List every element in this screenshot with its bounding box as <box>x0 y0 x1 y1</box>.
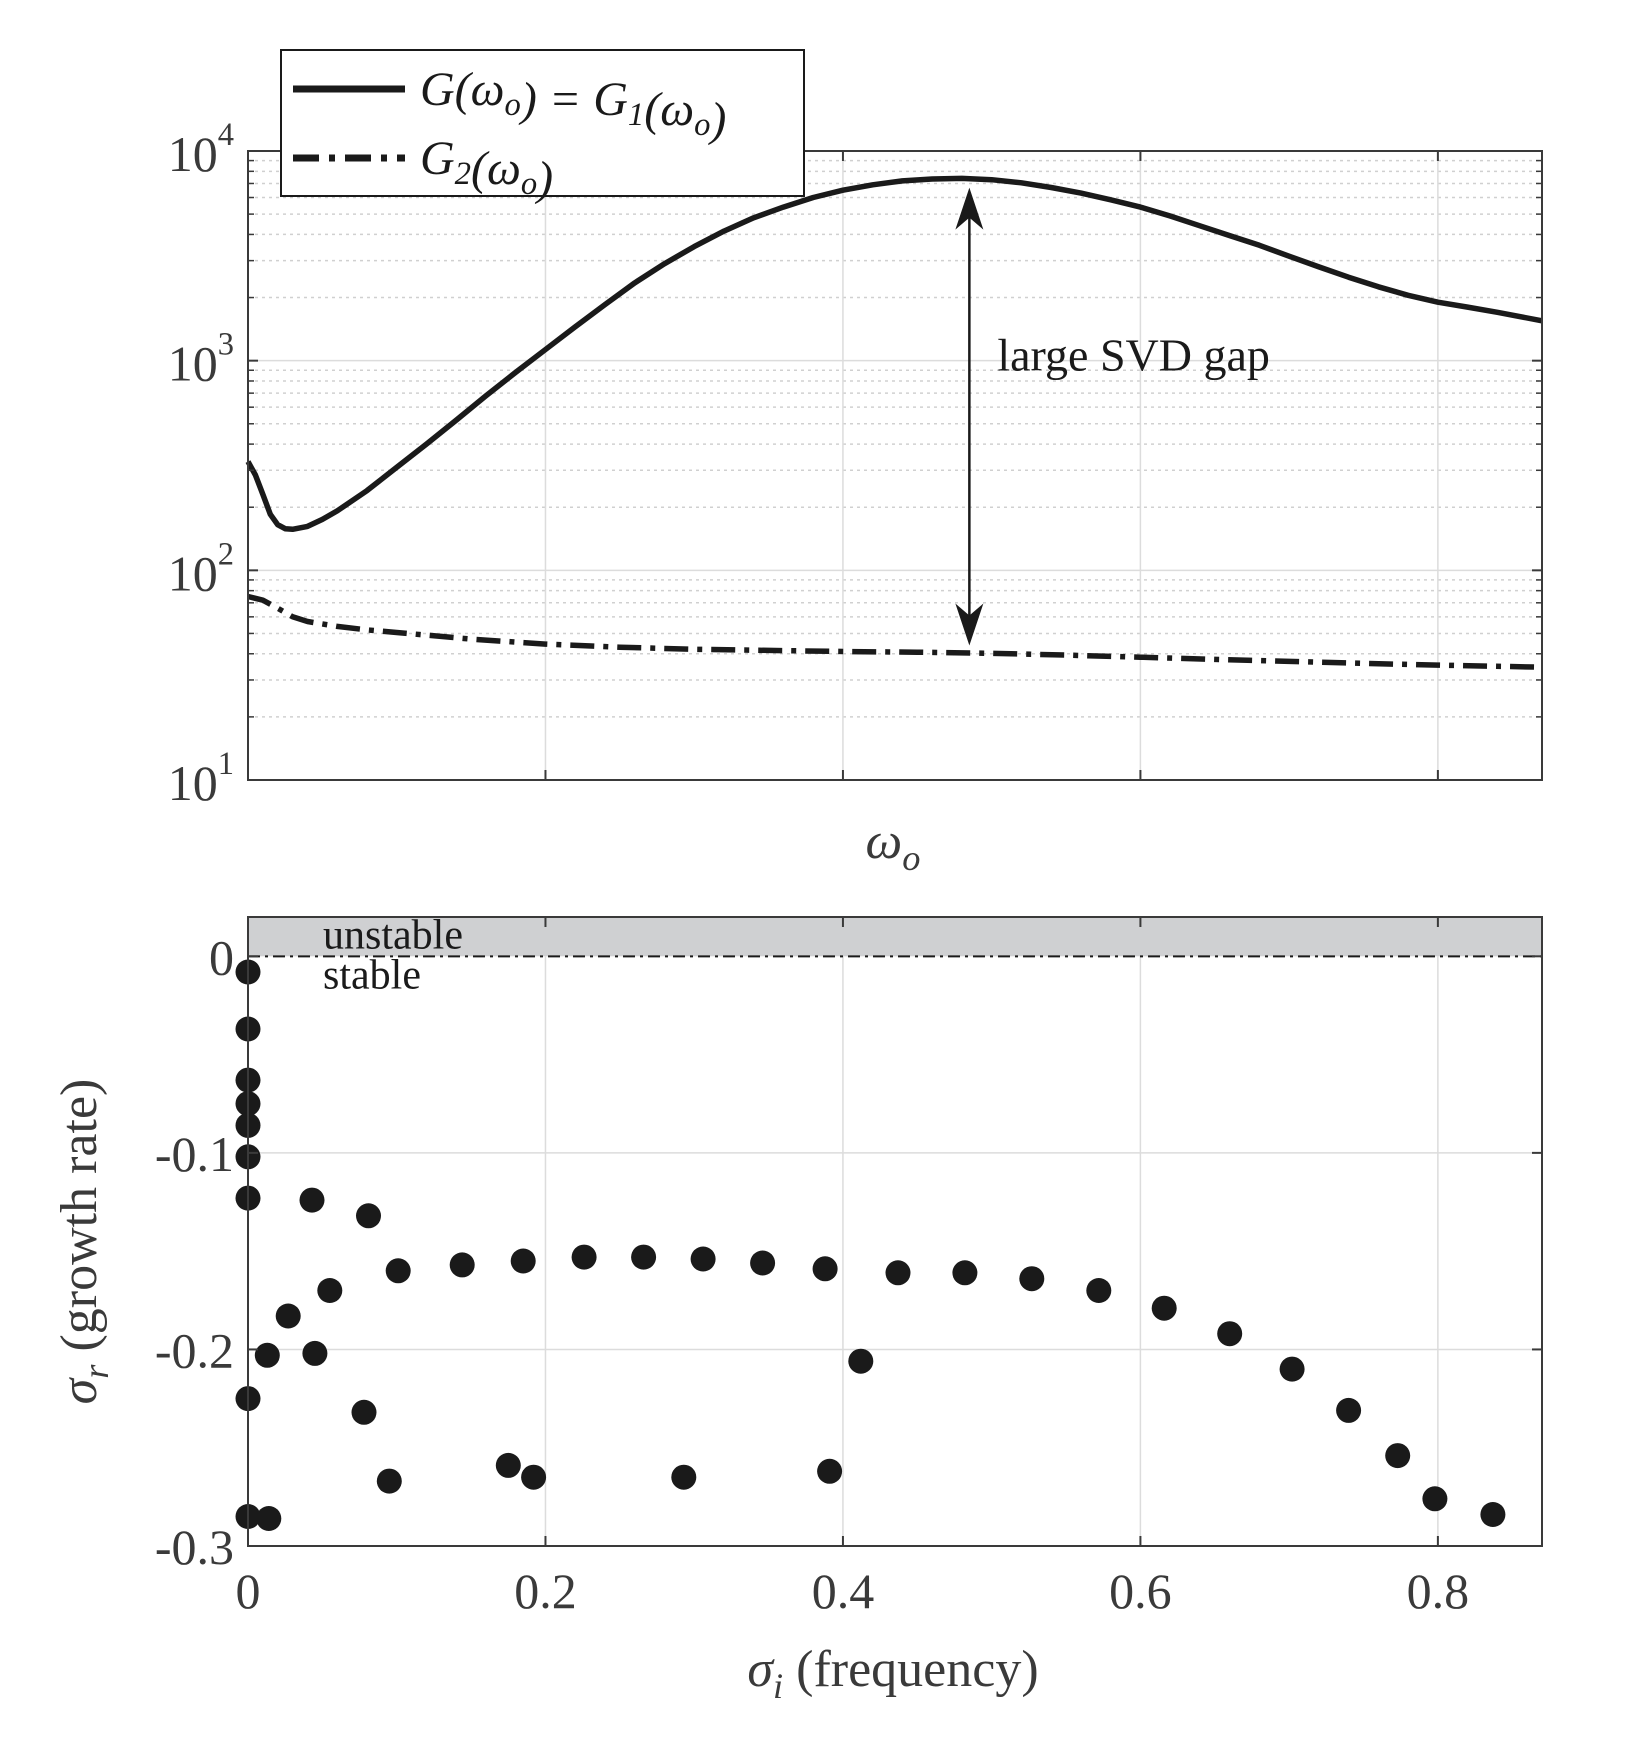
eigenvalue-point <box>376 1468 402 1494</box>
eigenvalue-point <box>351 1399 377 1425</box>
top-x-axis-label: ωo <box>866 813 921 878</box>
eigenvalue-point <box>848 1348 874 1374</box>
bottom-grid <box>247 956 1542 1547</box>
y-tick-label: -0.1 <box>155 1126 234 1182</box>
unstable-region <box>248 917 1542 957</box>
x-tick-label: 0.8 <box>1407 1563 1470 1619</box>
eigenvalue-point <box>690 1246 716 1272</box>
eigenvalue-point <box>817 1458 843 1484</box>
eigenvalue-point <box>302 1340 328 1366</box>
y-tick-label: 103 <box>168 327 234 392</box>
eigenvalue-point <box>812 1256 838 1282</box>
eigenvalue-point <box>254 1342 280 1368</box>
bottom-plot: unstable stable 0 0.2 0.4 0.6 0.8 0 -0.1 -0.2 -… <box>51 912 1543 1706</box>
eigenvalue-point <box>1086 1278 1112 1303</box>
bottom-x-tick-labels: 0 0.2 0.4 0.6 0.8 <box>236 1563 1470 1619</box>
bottom-y-tick-labels: 0 -0.1 -0.2 -0.3 <box>155 929 234 1575</box>
eigenvalue-point <box>1422 1486 1448 1512</box>
x-tick-label: 0.2 <box>514 1563 577 1619</box>
top-y-tick-labels: 101 102 103 104 <box>168 117 234 811</box>
y-tick-label: -0.2 <box>155 1322 234 1378</box>
eigenvalue-points <box>235 959 1506 1531</box>
eigenvalue-point <box>275 1303 301 1329</box>
eigenvalue-point <box>385 1258 411 1284</box>
eigenvalue-point <box>631 1244 657 1270</box>
top-ticks <box>247 150 1542 781</box>
eigenvalue-point <box>952 1260 978 1286</box>
bottom-ticks <box>247 917 1542 1547</box>
eigenvalue-point <box>1336 1397 1362 1423</box>
y-tick-label: 101 <box>168 746 234 811</box>
top-grid <box>247 150 1542 781</box>
eigenvalue-point <box>1480 1502 1506 1527</box>
eigenvalue-point <box>495 1452 521 1478</box>
unstable-label: unstable <box>323 912 463 958</box>
series-line-g1 <box>245 175 1543 533</box>
eigenvalue-point <box>521 1464 547 1490</box>
y-tick-label: 104 <box>168 117 234 182</box>
eigenvalue-point <box>1019 1266 1045 1292</box>
gap-arrow-head-down <box>955 603 984 646</box>
gap-arrow-head-up <box>955 187 984 230</box>
eigenvalue-point <box>571 1244 597 1270</box>
stable-label: stable <box>323 952 421 998</box>
top-series <box>245 175 1543 670</box>
x-tick-label: 0 <box>236 1563 261 1619</box>
bottom-x-axis-label: σi (frequency) <box>747 1641 1038 1706</box>
gap-annotation-label: large SVD gap <box>997 330 1270 381</box>
y-tick-label: -0.3 <box>155 1519 234 1575</box>
eigenvalue-point <box>750 1250 776 1276</box>
eigenvalue-point <box>299 1187 325 1213</box>
top-plot: large SVD gap 101 102 103 104 ωo G(ωo) = G1… <box>168 49 1543 878</box>
legend-label-g1: G(ωo) = G1(ωo) <box>420 63 726 146</box>
eigenvalue-point <box>1279 1356 1305 1382</box>
eigenvalue-point <box>356 1203 381 1229</box>
x-tick-label: 0.6 <box>1109 1563 1172 1619</box>
legend-label-g2: G2(ωo) <box>420 132 553 205</box>
eigenvalue-point <box>256 1506 282 1531</box>
y-tick-label: 0 <box>209 929 234 985</box>
eigenvalue-point <box>510 1248 536 1274</box>
x-tick-label: 0.4 <box>812 1563 875 1619</box>
series-line-g2 <box>247 593 1543 670</box>
eigenvalue-point <box>885 1260 911 1286</box>
bottom-plot-frame <box>247 916 1543 1547</box>
eigenvalue-point <box>1217 1321 1243 1347</box>
top-annotation: large SVD gap <box>955 187 1270 646</box>
legend: G(ωo) = G1(ωo) G2(ωo) <box>280 49 805 205</box>
eigenvalue-point <box>1151 1295 1177 1321</box>
eigenvalue-point <box>449 1252 475 1278</box>
y-tick-label: 102 <box>168 536 234 601</box>
bottom-y-axis-label: σr (growth rate) <box>51 1079 116 1405</box>
eigenvalue-point <box>1385 1443 1411 1469</box>
eigenvalue-point <box>671 1464 697 1490</box>
top-plot-frame <box>247 150 1543 781</box>
legend-box <box>280 49 805 197</box>
eigenvalue-point <box>317 1278 343 1303</box>
